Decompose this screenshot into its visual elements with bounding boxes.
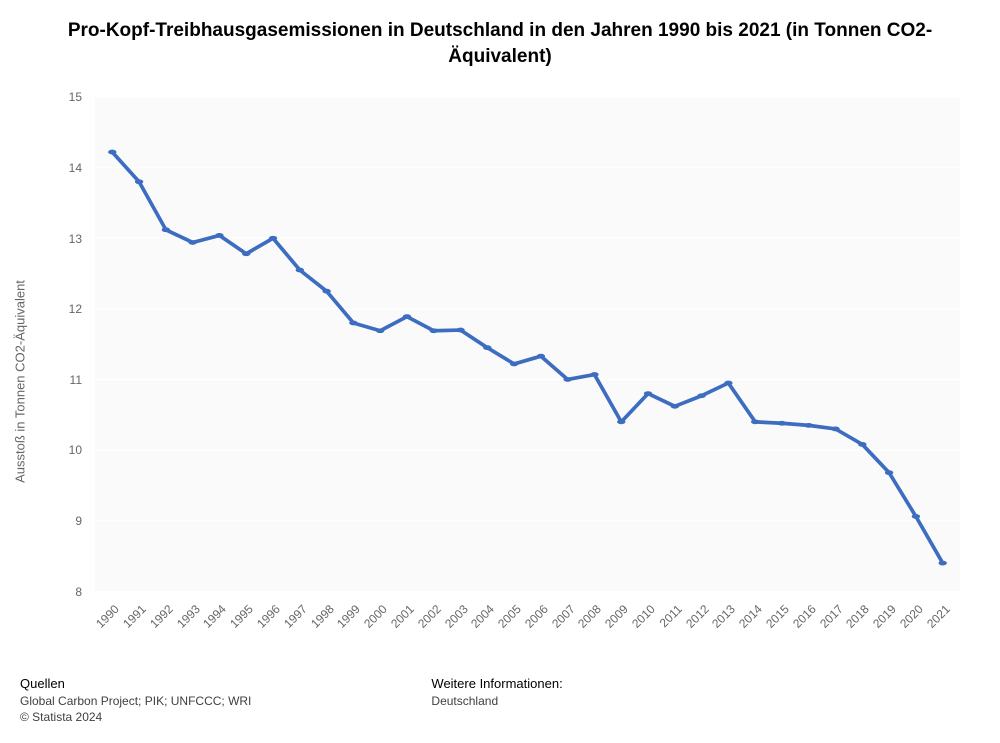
sources-block: Quellen Global Carbon Project; PIK; UNFC… (20, 676, 251, 725)
data-point (671, 404, 679, 409)
x-tick-label: 2003 (442, 602, 471, 631)
x-tick-label: 1991 (120, 602, 149, 631)
data-point (322, 289, 330, 294)
x-tick-label: 2011 (657, 602, 685, 630)
data-point (483, 346, 491, 351)
data-point (805, 423, 813, 428)
chart-title: Pro-Kopf-Treibhausgasemissionen in Deuts… (0, 0, 1000, 77)
data-point (644, 391, 652, 396)
data-point (751, 420, 759, 425)
data-point (430, 329, 438, 334)
data-point (537, 354, 545, 359)
data-point (376, 329, 384, 334)
data-point (697, 394, 705, 399)
data-point (939, 561, 947, 566)
chart-footer: Quellen Global Carbon Project; PIK; UNFC… (0, 662, 1000, 743)
x-tick-label: 2012 (683, 602, 712, 631)
y-tick-label: 12 (69, 302, 82, 316)
x-tick-label: 1998 (308, 602, 337, 631)
x-tick-label: 2016 (790, 602, 819, 631)
x-tick-label: 1990 (93, 602, 122, 631)
y-tick-label: 13 (69, 232, 82, 246)
data-point (188, 240, 196, 245)
data-point (349, 321, 357, 326)
x-tick-label: 2018 (843, 602, 872, 631)
data-point (617, 420, 625, 425)
data-point (724, 381, 732, 386)
plot-region (95, 97, 960, 591)
x-tick-label: 2014 (736, 602, 765, 631)
x-tick-label: 1995 (227, 602, 256, 631)
data-point (778, 421, 786, 426)
data-point (162, 228, 170, 233)
x-tick-label: 2019 (870, 602, 899, 631)
y-tick-label: 11 (70, 373, 82, 387)
sources-heading: Quellen (20, 676, 251, 691)
data-point (590, 372, 598, 377)
x-tick-label: 2006 (522, 602, 551, 631)
x-tick-label: 2017 (817, 602, 846, 631)
y-axis-label: Ausstoß in Tonnen CO2-Äquivalent (13, 281, 28, 484)
info-line: Deutschland (431, 693, 562, 709)
x-tick-label: 2013 (710, 602, 739, 631)
y-tick-label: 10 (69, 443, 82, 457)
y-tick-label: 15 (69, 90, 82, 104)
data-point (403, 315, 411, 320)
data-point (912, 514, 920, 519)
x-tick-label: 2000 (361, 602, 390, 631)
x-tick-label: 2001 (388, 602, 417, 631)
x-tick-label: 2021 (924, 602, 953, 631)
chart-area: Ausstoß in Tonnen CO2-Äquivalent 8910111… (30, 87, 970, 661)
x-tick-label: 2002 (415, 602, 444, 631)
x-tick-label: 1996 (254, 602, 283, 631)
data-point (215, 233, 223, 238)
x-tick-label: 2010 (629, 602, 658, 631)
x-tick-label: 1994 (201, 602, 230, 631)
data-point (885, 471, 893, 476)
y-tick-label: 9 (75, 514, 82, 528)
copyright-line: © Statista 2024 (20, 709, 251, 725)
y-axis-ticks: 89101112131415 (30, 97, 90, 591)
x-tick-label: 2015 (763, 602, 792, 631)
data-point (858, 442, 866, 447)
y-tick-label: 14 (69, 161, 82, 175)
info-heading: Weitere Informationen: (431, 676, 562, 691)
info-block: Weitere Informationen: Deutschland (431, 676, 562, 725)
x-tick-label: 2009 (602, 602, 631, 631)
x-tick-label: 2008 (576, 602, 605, 631)
y-tick-label: 8 (75, 585, 82, 599)
sources-line: Global Carbon Project; PIK; UNFCCC; WRI (20, 693, 251, 709)
x-tick-label: 1992 (147, 602, 176, 631)
data-point (563, 377, 571, 382)
x-tick-label: 2007 (549, 602, 578, 631)
data-point (108, 150, 116, 155)
x-tick-label: 2020 (897, 602, 926, 631)
x-tick-label: 2005 (495, 602, 524, 631)
data-point (242, 252, 250, 257)
x-axis-ticks: 1990199119921993199419951996199719981999… (95, 596, 960, 662)
x-tick-label: 2004 (468, 602, 497, 631)
data-point (135, 180, 143, 185)
data-point (296, 268, 304, 273)
data-point (831, 427, 839, 432)
data-point (510, 362, 518, 367)
x-tick-label: 1997 (281, 602, 310, 631)
x-tick-label: 1993 (174, 602, 203, 631)
x-tick-label: 1999 (334, 602, 363, 631)
data-point (269, 236, 277, 241)
data-point (456, 328, 464, 333)
